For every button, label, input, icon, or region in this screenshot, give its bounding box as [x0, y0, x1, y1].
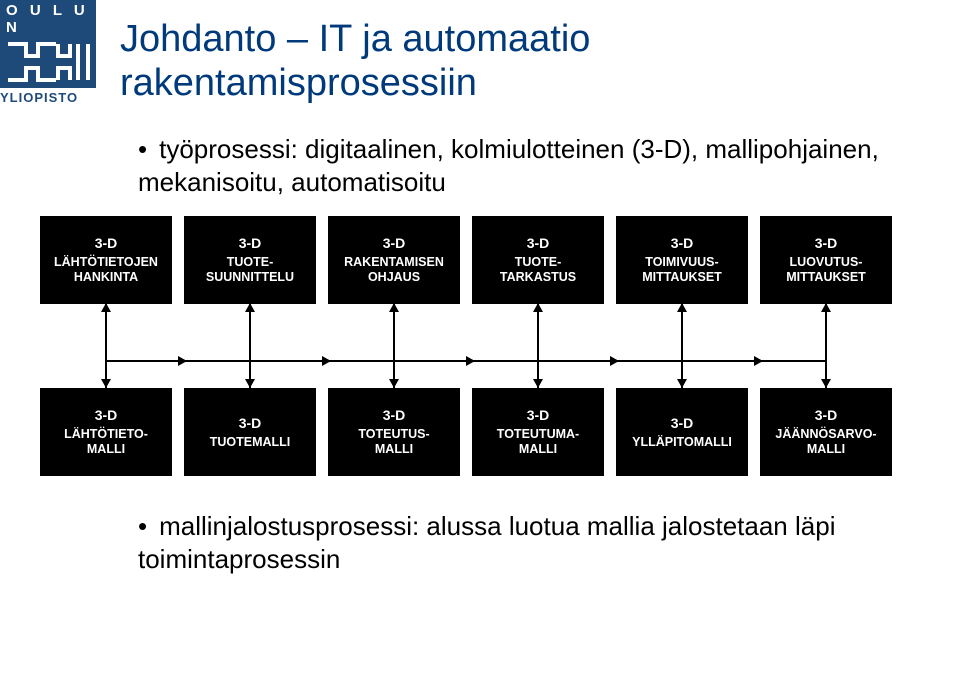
box-header: 3-D: [239, 235, 262, 251]
diagram-box: 3-D LÄHTÖTIETO-MALLI: [40, 388, 172, 476]
diagram-bottom-row: 3-D LÄHTÖTIETO-MALLI 3-D TUOTEMALLI 3-D TOTEU…: [40, 388, 910, 476]
diagram-box: 3-D TUOTE-SUUNNITTELU: [184, 216, 316, 304]
slide-content: Johdanto – IT ja automaatio rakentamispr…: [120, 18, 930, 670]
bullet-top: työprosessi: digitaalinen, kolmiulottein…: [138, 133, 930, 198]
diagram-box: 3-D JÄÄNNÖSARVO-MALLI: [760, 388, 892, 476]
box-header: 3-D: [383, 407, 406, 423]
university-logo: O U L U N YLIOPISTO: [0, 0, 96, 100]
box-header: 3-D: [815, 407, 838, 423]
diagram-box: 3-D TOIMIVUUS-MITTAUKSET: [616, 216, 748, 304]
logo-top-text: O U L U N: [0, 0, 96, 36]
box-label: LÄHTÖTIETOJENHANKINTA: [54, 255, 158, 286]
box-label: TUOTEMALLI: [210, 435, 291, 451]
diagram-box: 3-D LÄHTÖTIETOJENHANKINTA: [40, 216, 172, 304]
box-label: TOTEUTUMA-MALLI: [497, 427, 579, 458]
bottom-bullet-wrap: mallinjalostusprosessi: alussa luotua ma…: [120, 510, 930, 575]
slide-title: Johdanto – IT ja automaatio rakentamispr…: [120, 18, 930, 105]
diagram-box: 3-D TUOTEMALLI: [184, 388, 316, 476]
diagram-box: 3-D TUOTE-TARKASTUS: [472, 216, 604, 304]
box-header: 3-D: [95, 235, 118, 251]
logo-emblem: [0, 36, 96, 88]
box-header: 3-D: [671, 235, 694, 251]
box-header: 3-D: [95, 407, 118, 423]
box-label: TUOTE-SUUNNITTELU: [206, 255, 294, 286]
bullet-bottom: mallinjalostusprosessi: alussa luotua ma…: [138, 510, 930, 575]
diagram-box: 3-D TOTEUTUS-MALLI: [328, 388, 460, 476]
diagram-box: 3-D RAKENTAMISENOHJAUS: [328, 216, 460, 304]
title-line2: rakentamisprosessiin: [120, 62, 477, 104]
box-header: 3-D: [239, 415, 262, 431]
logo-bottom-text: YLIOPISTO: [0, 88, 96, 105]
box-label: LUOVUTUS-MITTAUKSET: [786, 255, 866, 286]
box-header: 3-D: [527, 235, 550, 251]
diagram-box: 3-D LUOVUTUS-MITTAUKSET: [760, 216, 892, 304]
diagram-connectors: [40, 304, 910, 388]
box-header: 3-D: [671, 415, 694, 431]
box-header: 3-D: [527, 407, 550, 423]
title-line1: Johdanto – IT ja automaatio: [120, 18, 590, 60]
box-label: TOTEUTUS-MALLI: [358, 427, 429, 458]
box-header: 3-D: [383, 235, 406, 251]
box-label: YLLÄPITOMALLI: [632, 435, 732, 451]
box-label: RAKENTAMISENOHJAUS: [344, 255, 444, 286]
box-label: LÄHTÖTIETO-MALLI: [64, 427, 148, 458]
diagram-box: 3-D YLLÄPITOMALLI: [616, 388, 748, 476]
box-header: 3-D: [815, 235, 838, 251]
box-label: TOIMIVUUS-MITTAUKSET: [642, 255, 722, 286]
box-label: JÄÄNNÖSARVO-MALLI: [775, 427, 876, 458]
box-label: TUOTE-TARKASTUS: [500, 255, 576, 286]
diagram-top-row: 3-D LÄHTÖTIETOJENHANKINTA 3-D TUOTE-SUUNNIT…: [40, 216, 910, 304]
process-diagram: 3-D LÄHTÖTIETOJENHANKINTA 3-D TUOTE-SUUNNIT…: [40, 216, 910, 476]
diagram-box: 3-D TOTEUTUMA-MALLI: [472, 388, 604, 476]
